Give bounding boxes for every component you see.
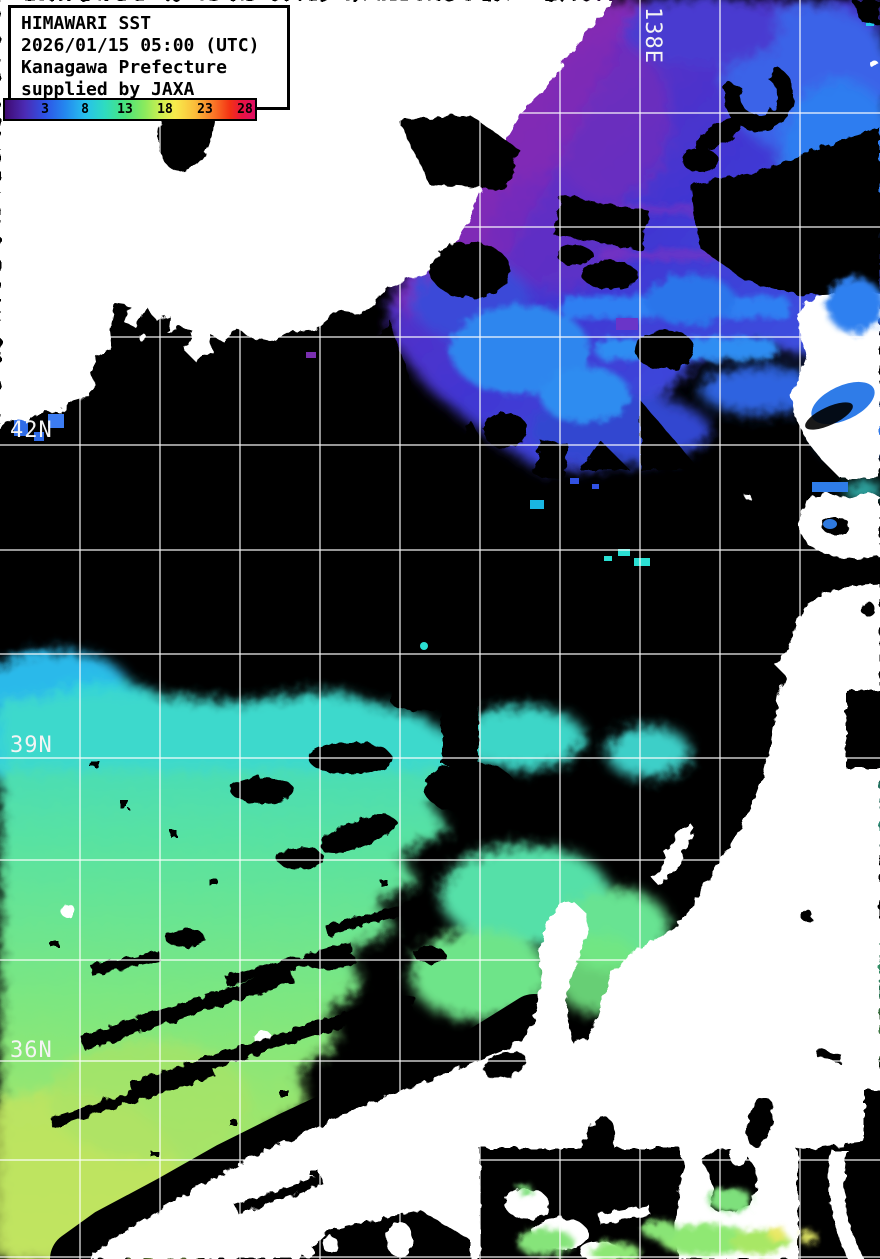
- land-honshu: [90, 584, 880, 1259]
- bay-sst: [805, 381, 875, 529]
- land-boso-sliver: [828, 1150, 864, 1259]
- tsugaru-strait-sst: [812, 482, 848, 492]
- latitude-label-36n: 36N: [10, 1038, 53, 1063]
- colorbar-tick: 3: [41, 102, 49, 117]
- temperature-colorbar: 3 8 13 18 23 28: [3, 98, 257, 121]
- lake-towada: [861, 602, 875, 616]
- lake-inawashiro: [800, 909, 812, 921]
- colorbar-tick: 23: [197, 102, 213, 117]
- info-credit: supplied by JAXA: [21, 79, 195, 100]
- colorbar-tick: 8: [81, 102, 89, 117]
- land-ulleungdo-island: [61, 904, 75, 918]
- latitude-label-42n: 42N: [10, 418, 53, 443]
- lake-kasumigaura: [815, 1048, 843, 1064]
- longitude-label-138e: 138E: [640, 7, 665, 64]
- latitude-label-39n: 39N: [10, 733, 53, 758]
- colorbar-tick: 28: [237, 102, 253, 117]
- sst-patches-south: [517, 1184, 816, 1259]
- sst-patch-west-hokkaido: [827, 277, 880, 333]
- colorbar-tick: 13: [117, 102, 133, 117]
- info-box: HIMAWARI SST 2026/01/15 05:00 (UTC) Kana…: [8, 5, 290, 110]
- wakasa-bay: [483, 1051, 527, 1079]
- sst-field-warm: [0, 482, 880, 1259]
- info-region: Kanagawa Prefecture: [21, 57, 227, 78]
- land-miura-peninsula: [729, 1138, 751, 1166]
- colorbar-tick: 18: [157, 102, 173, 117]
- info-datetime: 2026/01/15 05:00 (UTC): [21, 35, 260, 56]
- info-title: HIMAWARI SST: [21, 13, 152, 34]
- land-sado-island: [651, 823, 695, 884]
